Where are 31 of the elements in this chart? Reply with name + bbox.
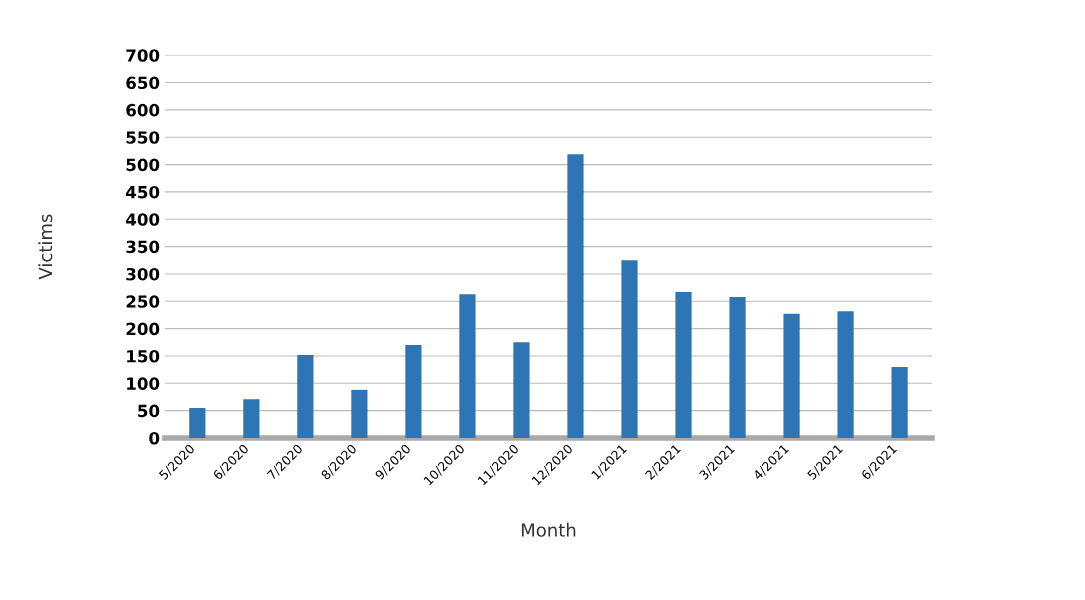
y-tick-label: 50	[138, 404, 160, 418]
y-tick-label: 400	[126, 213, 160, 226]
bar	[891, 366, 908, 438]
bar	[243, 399, 260, 438]
y-tick-label: 500	[126, 158, 160, 172]
y-tick-label: 200	[126, 322, 160, 336]
bar	[837, 311, 854, 438]
bar	[297, 354, 314, 438]
bar	[621, 260, 638, 438]
y-axis-title: Victims	[38, 214, 53, 280]
y-tick-label: 350	[126, 240, 160, 254]
bar	[729, 296, 746, 438]
y-tick-label: 600	[126, 103, 160, 117]
bar	[675, 291, 692, 438]
y-tick-label: 0	[149, 431, 160, 445]
y-tick-label: 250	[126, 295, 160, 308]
bar	[189, 407, 206, 438]
y-tick-label: 300	[126, 267, 160, 281]
y-tick-label: 550	[126, 131, 160, 144]
y-tick-label: 150	[127, 349, 160, 363]
bar	[513, 342, 530, 438]
bar	[567, 154, 584, 438]
bar	[783, 313, 800, 438]
x-axis-title: Month	[521, 522, 576, 537]
y-tick-label: 650	[126, 76, 160, 90]
y-tick-label: 450	[126, 185, 160, 199]
bar	[459, 294, 476, 438]
y-tick-label: 100	[127, 377, 160, 390]
y-tick-label: 700	[126, 49, 160, 62]
bar	[351, 389, 368, 438]
bar	[405, 345, 422, 438]
